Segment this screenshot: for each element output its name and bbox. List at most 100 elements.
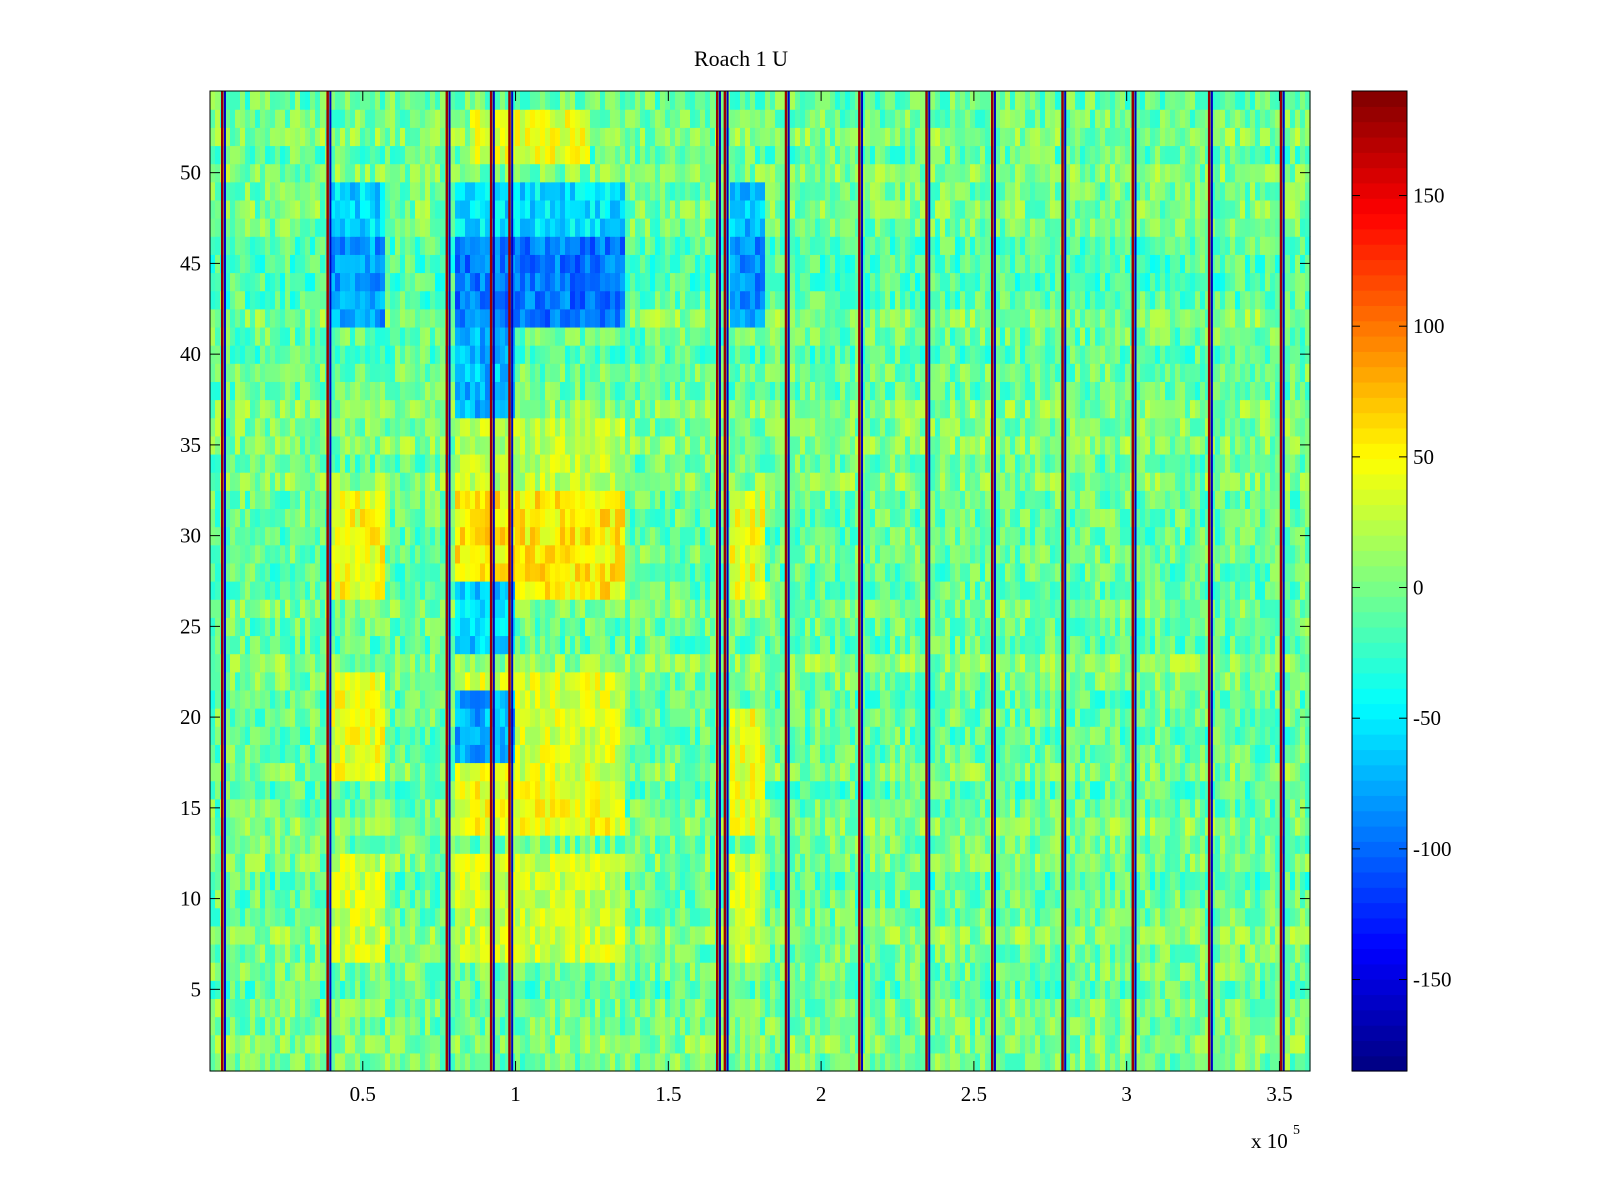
heatmap-cell [565, 708, 571, 727]
heatmap-cell [440, 907, 446, 927]
heatmap-cell [1005, 871, 1011, 891]
heatmap-cell [695, 689, 701, 709]
heatmap-cell [390, 835, 396, 854]
heatmap-cell [975, 962, 981, 981]
heatmap-cell [320, 980, 326, 1000]
heatmap-cell [465, 1034, 471, 1054]
heatmap-cell [1000, 744, 1006, 764]
heatmap-cell [225, 816, 231, 836]
heatmap-cell [700, 671, 706, 691]
heatmap-cell [1240, 762, 1246, 782]
heatmap-cell [1220, 1052, 1226, 1072]
heatmap-cell [575, 689, 581, 709]
heatmap-cell [1075, 889, 1081, 909]
heatmap-cell [1270, 871, 1276, 891]
heatmap-cell [455, 653, 461, 673]
heatmap-cell [255, 853, 261, 872]
heatmap-cell [760, 943, 766, 963]
heatmap-cell [1085, 780, 1091, 800]
heatmap-cell [1055, 744, 1061, 764]
heatmap-cell [795, 1052, 801, 1072]
heatmap-cell [600, 925, 606, 945]
heatmap-cell [930, 889, 936, 909]
heatmap-cell [855, 726, 861, 745]
heatmap-cell [645, 889, 651, 909]
heatmap-cell [695, 762, 701, 782]
heatmap-cell [1170, 980, 1176, 1000]
heatmap-cell [1290, 1034, 1296, 1054]
heatmap-cell [1205, 708, 1211, 727]
heatmap-cell [745, 889, 751, 909]
heatmap-cell [960, 871, 966, 891]
heatmap-cell [575, 744, 581, 764]
heatmap-cell [295, 943, 301, 963]
heatmap-cell [1045, 925, 1051, 945]
heatmap-cell [1195, 798, 1201, 818]
heatmap-cell [1010, 925, 1016, 945]
heatmap-cell [550, 798, 556, 818]
heatmap-cell [530, 708, 536, 727]
heatmap-cell [660, 653, 666, 673]
heatmap-cell [300, 871, 306, 891]
heatmap-cell [1190, 998, 1196, 1018]
heatmap-cell [790, 744, 796, 764]
heatmap-cell [430, 943, 436, 963]
heatmap-cell [575, 816, 581, 836]
heatmap-cell [670, 943, 676, 963]
heatmap-cell [1255, 708, 1261, 727]
heatmap-cell [640, 762, 646, 782]
heatmap-cell [800, 943, 806, 963]
heatmap-cell [850, 708, 856, 727]
heatmap-cell [280, 853, 286, 872]
heatmap-cell [1100, 1016, 1106, 1036]
heatmap-cell [825, 962, 831, 981]
heatmap-cell [665, 943, 671, 963]
heatmap-cell [450, 653, 456, 673]
heatmap-cell [580, 980, 586, 1000]
heatmap-cell [670, 962, 676, 981]
heatmap-cell [965, 816, 971, 836]
heatmap-cell [910, 762, 916, 782]
heatmap-cell [1270, 816, 1276, 836]
heatmap-cell [1165, 1016, 1171, 1036]
heatmap-cell [795, 816, 801, 836]
heatmap-cell [950, 998, 956, 1018]
heatmap-cell [1040, 943, 1046, 963]
heatmap-cell [700, 1052, 706, 1072]
heatmap-cell [1055, 798, 1061, 818]
heatmap-cell [875, 653, 881, 673]
heatmap-cell [475, 853, 481, 872]
heatmap-cell [680, 1052, 686, 1072]
heatmap-cell [1010, 998, 1016, 1018]
heatmap-cell [900, 907, 906, 927]
heatmap-cell [885, 780, 891, 800]
heatmap-cell [750, 798, 756, 818]
heatmap-cell [780, 744, 786, 764]
heatmap-cell [370, 871, 376, 891]
heatmap-cell [500, 671, 506, 691]
heatmap-cell [965, 871, 971, 891]
heatmap-cell [865, 907, 871, 927]
heatmap-cell [470, 744, 476, 764]
heatmap-cell [930, 744, 936, 764]
heatmap-cell [1155, 780, 1161, 800]
heatmap-cell [1255, 671, 1261, 691]
heatmap-cell [385, 853, 391, 872]
heatmap-cell [335, 871, 341, 891]
heatmap-cell [1110, 907, 1116, 927]
heatmap-cell [720, 798, 726, 818]
heatmap-cell [475, 1034, 481, 1054]
heatmap-cell [535, 998, 541, 1018]
heatmap-cell [555, 744, 561, 764]
heatmap-cell [300, 1034, 306, 1054]
heatmap-cell [1015, 1034, 1021, 1054]
heatmap-cell [655, 689, 661, 709]
heatmap-cell [830, 708, 836, 727]
heatmap-cell [735, 816, 741, 836]
heatmap-cell [780, 671, 786, 691]
heatmap-cell [525, 653, 531, 673]
heatmap-cell [645, 1034, 651, 1054]
heatmap-cell [270, 744, 276, 764]
heatmap-cell [1005, 925, 1011, 945]
heatmap-cell [795, 998, 801, 1018]
